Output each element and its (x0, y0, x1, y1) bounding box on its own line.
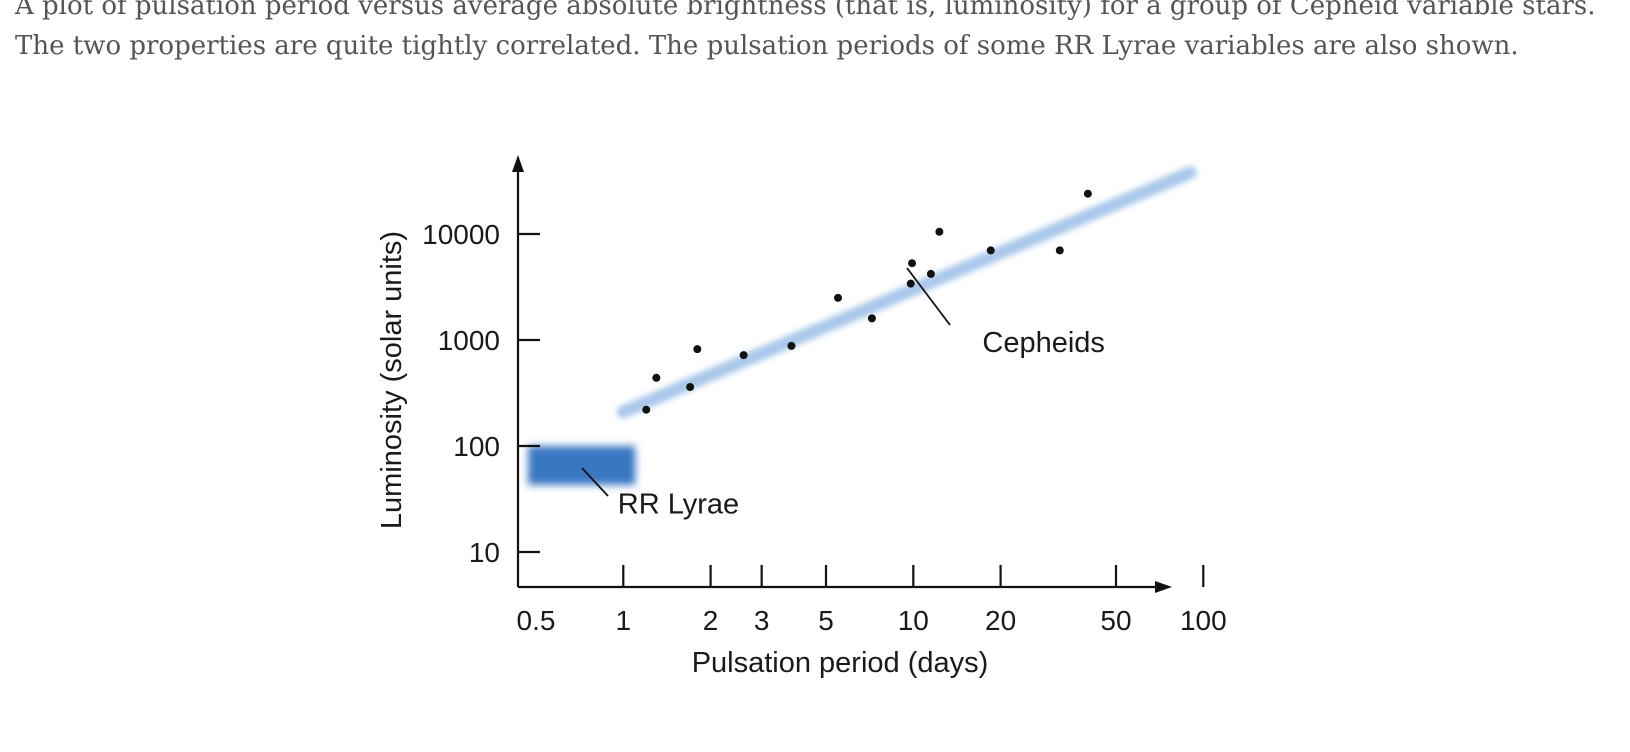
y-axis-label: Luminosity (solar units) (376, 231, 408, 529)
data-point (908, 259, 917, 268)
x-tick-label: 20 (985, 605, 1016, 636)
x-tick-label: 0.5 (517, 605, 556, 636)
data-point (787, 341, 796, 350)
data-point (739, 351, 748, 360)
cepheids-pointer (906, 267, 951, 326)
data-point (834, 293, 843, 302)
y-tick-label: 10000 (422, 219, 500, 250)
x-tick-label: 50 (1100, 605, 1131, 636)
x-tick-label: 5 (818, 605, 834, 636)
data-point (642, 405, 651, 414)
x-axis-arrow (1155, 581, 1172, 593)
x-tick-label: 100 (1180, 605, 1227, 636)
y-tick-label: 10 (469, 537, 500, 568)
x-axis-label: Pulsation period (days) (692, 647, 989, 679)
figure-caption: A plot of pulsation period versus averag… (15, 0, 1596, 61)
x-tick-label: 1 (616, 605, 632, 636)
rr-lyrae-region (528, 446, 636, 485)
y-tick-label: 100 (453, 431, 500, 462)
rr-lyrae-label: RR Lyrae (618, 488, 739, 520)
x-tick-label: 3 (754, 605, 770, 636)
y-axis-arrow (512, 155, 524, 172)
x-tick-label: 2 (703, 605, 719, 636)
data-point (926, 269, 935, 278)
x-tick-label: 10 (898, 605, 929, 636)
data-point (686, 383, 695, 392)
rr-lyrae-pointer (581, 467, 609, 497)
cepheid-band (616, 166, 1197, 419)
data-point (652, 373, 661, 382)
data-point (693, 345, 702, 354)
data-point (867, 314, 876, 323)
cepheids-label: Cepheids (982, 327, 1105, 359)
data-point (906, 279, 915, 288)
y-tick-label: 1000 (438, 325, 500, 356)
data-point (935, 227, 944, 236)
data-point (986, 246, 995, 255)
data-point (1083, 189, 1092, 198)
data-point (1055, 246, 1064, 255)
